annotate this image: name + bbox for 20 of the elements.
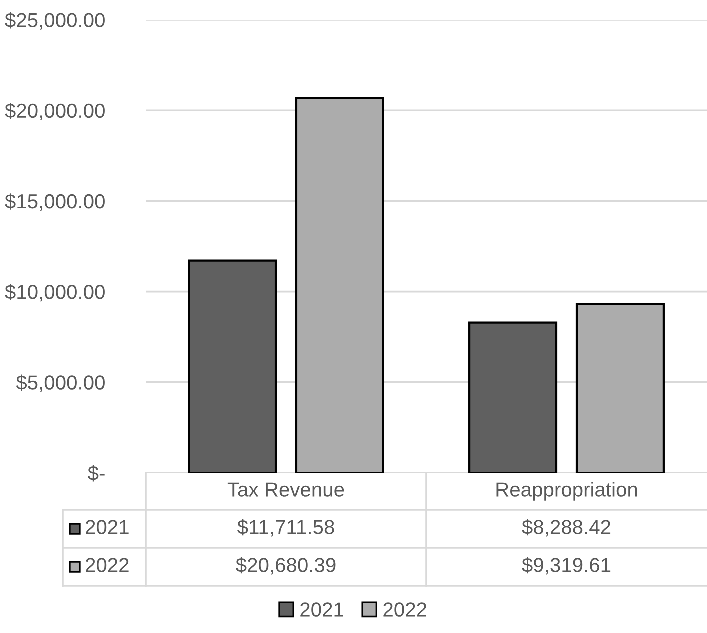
- data-label: $20,680.39: [236, 557, 336, 575]
- y-tick-label: $10,000.00: [5, 284, 105, 302]
- y-tick-label: $20,000.00: [5, 102, 105, 120]
- legend-label: 2022: [384, 602, 426, 617]
- bar: [188, 260, 278, 473]
- x-tick-label: Tax Revenue: [228, 482, 344, 497]
- y-tick-label: $15,000.00: [5, 194, 105, 212]
- text: 2021: [300, 602, 344, 617]
- data-label: $11,711.58: [238, 519, 334, 537]
- data-label: $9,319.61: [522, 557, 611, 575]
- y-tick-label: $25,000.00: [5, 12, 105, 30]
- text: 2022: [86, 558, 129, 572]
- legend-label: 2021: [86, 520, 129, 534]
- y-tick-label: $-: [88, 465, 105, 482]
- y-tick-label: $5,000.00: [16, 374, 105, 392]
- data-label: $8,288.42: [522, 519, 611, 537]
- bar: [295, 97, 384, 473]
- x-tick-label: Reappropriation: [496, 482, 638, 501]
- bar: [468, 322, 558, 473]
- bar: [576, 303, 665, 473]
